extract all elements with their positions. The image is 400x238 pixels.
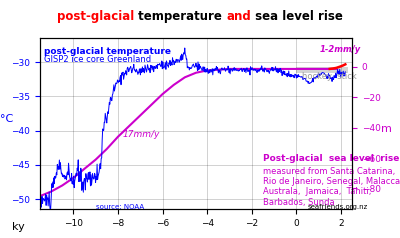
Text: post-glacial: post-glacial — [57, 10, 134, 23]
Y-axis label: °C: °C — [0, 114, 14, 124]
Text: 1-2mm/y: 1-2mm/y — [320, 45, 361, 54]
Text: Post-glacial  sea level  rise: Post-glacial sea level rise — [263, 154, 399, 164]
Text: and: and — [226, 10, 251, 23]
Text: post-glacial temperature: post-glacial temperature — [44, 47, 172, 56]
Text: Australa,  Jamaica,  Tahiti,: Australa, Jamaica, Tahiti, — [263, 187, 371, 196]
Text: sea level rise: sea level rise — [251, 10, 343, 23]
Text: hockey  stick: hockey stick — [302, 72, 357, 81]
Text: temperature: temperature — [134, 10, 226, 23]
Text: 17mm/y: 17mm/y — [122, 130, 160, 139]
Text: Barbados, Sunda: Barbados, Sunda — [263, 198, 334, 207]
Text: Rio de Janeiro, Senegal, Malacca,: Rio de Janeiro, Senegal, Malacca, — [263, 177, 400, 186]
Text: seafriends.org.nz: seafriends.org.nz — [308, 204, 368, 210]
Text: ky: ky — [12, 222, 25, 232]
Polygon shape — [296, 67, 348, 73]
Text: source: NOAA: source: NOAA — [96, 204, 144, 210]
Text: measured from Santa Catarina,: measured from Santa Catarina, — [263, 167, 395, 176]
Text: GISP2 ice core Greenland: GISP2 ice core Greenland — [44, 55, 152, 64]
Y-axis label: m: m — [381, 124, 392, 134]
